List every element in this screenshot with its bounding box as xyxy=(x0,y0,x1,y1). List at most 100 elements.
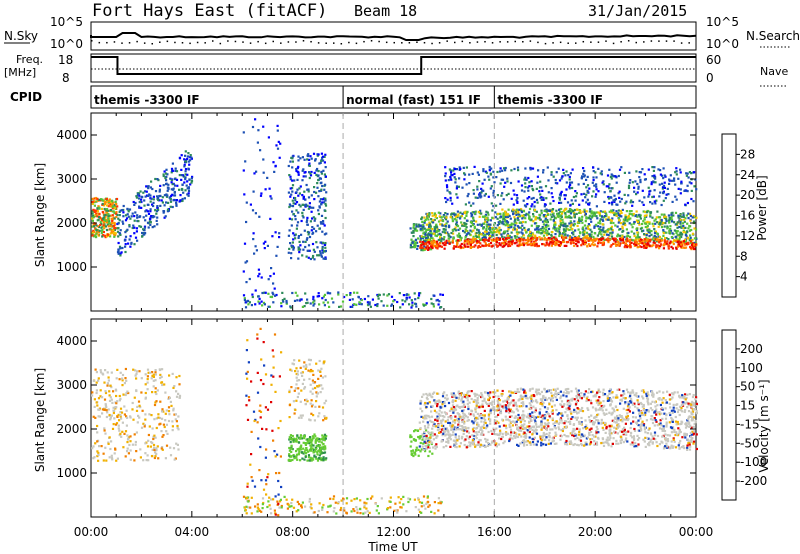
data-cell xyxy=(105,201,108,204)
data-cell xyxy=(565,435,568,438)
data-cell xyxy=(674,235,677,238)
data-cell xyxy=(175,442,178,445)
data-cell xyxy=(634,214,637,218)
data-cell xyxy=(526,440,529,443)
data-cell xyxy=(172,199,175,202)
data-cell xyxy=(586,175,589,178)
data-cell xyxy=(111,427,115,430)
data-cell xyxy=(609,196,612,199)
data-cell xyxy=(421,216,424,219)
data-cell xyxy=(578,203,581,206)
data-cell xyxy=(651,216,654,219)
nsearch-dot xyxy=(567,42,569,44)
data-cell xyxy=(152,379,155,382)
data-cell xyxy=(649,440,652,443)
data-cell xyxy=(455,185,459,188)
data-cell xyxy=(152,375,155,378)
data-cell xyxy=(306,301,309,304)
data-cell xyxy=(458,239,461,242)
data-cell xyxy=(549,428,552,431)
data-cell xyxy=(516,235,519,238)
data-cell xyxy=(582,227,585,230)
data-cell xyxy=(470,215,473,218)
data-cell xyxy=(320,170,323,173)
data-cell xyxy=(650,230,653,233)
data-cell xyxy=(318,440,321,443)
data-cell xyxy=(108,394,111,397)
data-cell xyxy=(107,213,110,216)
data-cell xyxy=(620,237,623,240)
data-cell xyxy=(528,217,531,220)
data-cell xyxy=(501,169,504,172)
data-cell xyxy=(306,459,309,462)
data-cell xyxy=(110,371,113,374)
data-cell xyxy=(159,400,162,403)
data-cell xyxy=(638,213,641,216)
data-cell xyxy=(595,215,598,218)
data-cell xyxy=(108,222,111,225)
data-cell xyxy=(135,450,138,453)
data-cell xyxy=(453,172,456,175)
data-cell xyxy=(484,213,487,216)
data-cell xyxy=(642,244,646,247)
data-cell xyxy=(323,233,326,236)
data-cell xyxy=(461,224,464,227)
data-cell xyxy=(690,189,693,192)
data-cell xyxy=(165,444,169,447)
data-cell xyxy=(434,444,437,448)
data-cell xyxy=(254,212,257,215)
data-cell xyxy=(521,224,524,227)
data-cell xyxy=(442,392,445,395)
data-cell xyxy=(318,405,321,408)
data-cell xyxy=(480,191,483,194)
data-cell xyxy=(96,431,99,434)
data-cell xyxy=(171,420,174,423)
data-cell xyxy=(321,406,325,409)
data-cell xyxy=(103,429,106,432)
data-cell xyxy=(586,184,590,187)
data-cell xyxy=(324,298,327,302)
data-cell xyxy=(184,178,187,181)
data-cell xyxy=(638,245,642,248)
data-cell xyxy=(299,248,302,251)
data-cell xyxy=(151,187,154,191)
data-cell xyxy=(257,275,260,278)
nsearch-dot xyxy=(181,42,184,44)
data-cell xyxy=(401,303,404,306)
data-cell xyxy=(430,302,433,305)
data-cell xyxy=(470,230,473,233)
data-cell xyxy=(111,222,114,225)
data-cell xyxy=(533,200,536,204)
data-cell xyxy=(111,458,114,461)
data-cell xyxy=(298,447,301,451)
data-cell xyxy=(104,201,107,204)
data-cell xyxy=(321,434,324,437)
data-cell xyxy=(324,399,328,402)
data-cell xyxy=(483,236,486,239)
data-cell xyxy=(545,197,548,200)
data-cell xyxy=(102,204,106,207)
data-cell xyxy=(91,212,94,215)
data-cell xyxy=(127,242,130,245)
data-cell xyxy=(419,435,422,438)
data-cell xyxy=(603,238,606,241)
data-cell xyxy=(374,303,377,307)
data-cell xyxy=(154,379,157,382)
data-cell xyxy=(302,452,305,455)
data-cell xyxy=(467,245,470,248)
data-cell xyxy=(625,210,628,213)
data-cell xyxy=(490,202,493,205)
data-cell xyxy=(519,240,522,243)
data-cell xyxy=(138,194,141,197)
data-cell xyxy=(423,216,426,219)
data-cell xyxy=(514,401,517,404)
data-cell xyxy=(168,374,171,377)
data-cell xyxy=(600,230,603,233)
data-cell xyxy=(685,242,688,245)
data-cell xyxy=(119,414,122,417)
data-cell xyxy=(475,241,478,244)
data-cell xyxy=(186,193,189,196)
data-cell xyxy=(628,210,631,213)
data-cell xyxy=(653,200,656,203)
